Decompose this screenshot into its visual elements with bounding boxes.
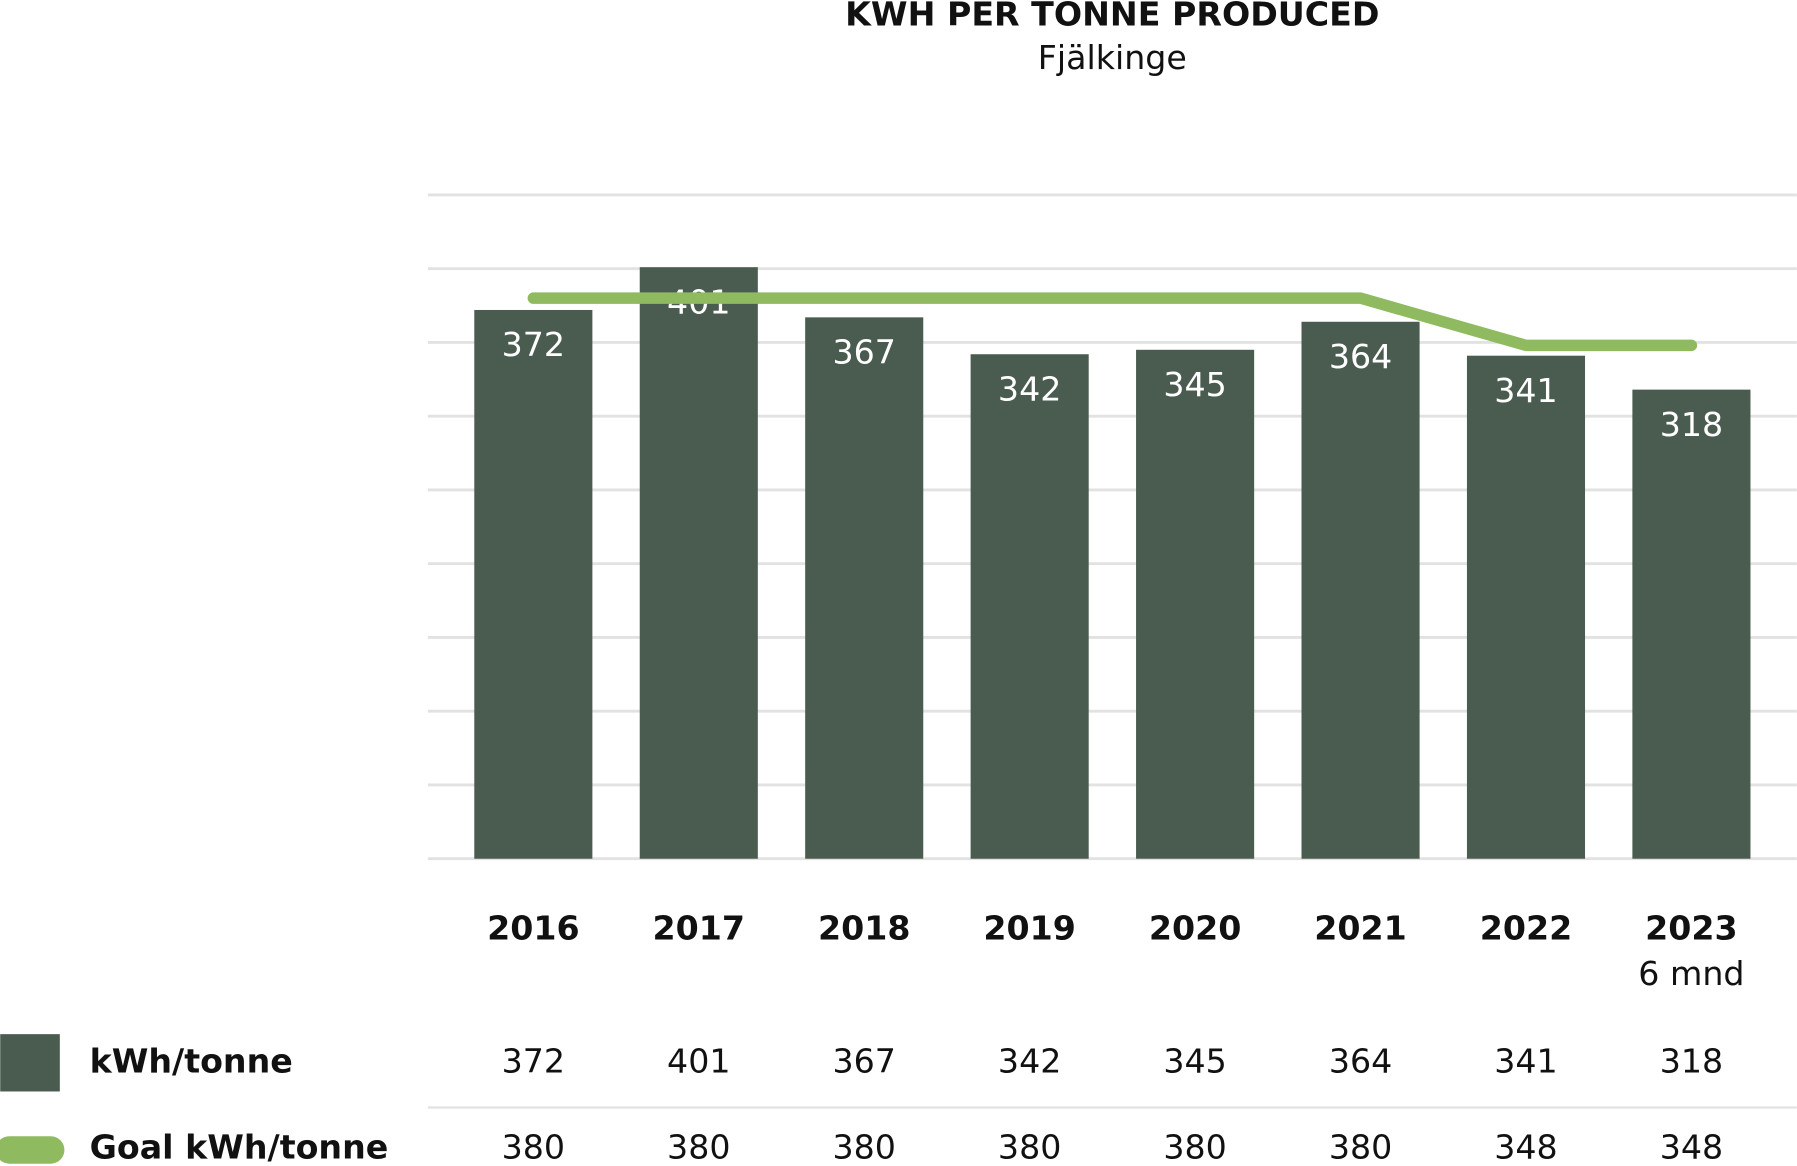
bar-value-label: 364 [1329,337,1392,376]
x-tick-label: 2018 [818,908,911,947]
table-value: 401 [667,1041,730,1080]
table-value: 348 [1494,1127,1557,1166]
bar [1466,355,1586,859]
x-tick-label: 2020 [1149,908,1242,947]
legend-label: kWh/tonne [90,1041,293,1080]
goal-line [527,292,1698,352]
table-value: 380 [667,1127,730,1166]
table-value: 380 [998,1127,1061,1166]
bar-value-label: 342 [998,369,1061,408]
table-value: 367 [833,1041,896,1080]
table-value: 380 [833,1127,896,1166]
table-value: 348 [1660,1127,1723,1166]
table-value: 380 [502,1127,565,1166]
legend-label: Goal kWh/tonne [90,1127,389,1166]
x-tick-sublabel: 6 mnd [1638,954,1744,993]
bar [1301,321,1420,859]
x-tick-label: 2023 [1645,908,1738,947]
x-tick-label: 2021 [1314,908,1407,947]
table-value: 341 [1494,1041,1557,1080]
x-tick-label: 2017 [653,908,746,947]
x-tick-label: 2019 [983,908,1076,947]
table-value: 380 [1329,1127,1392,1166]
bar [474,309,593,859]
table-value: 345 [1163,1041,1226,1080]
bar-value-label: 345 [1163,365,1226,404]
bar-value-label: 318 [1660,405,1723,444]
chart-title: KWH PER TONNE PRODUCED [845,0,1379,34]
bar-value-label: 341 [1494,371,1557,410]
bar [1136,349,1255,859]
bar [970,354,1089,859]
table-value: 380 [1163,1127,1226,1166]
chart-subtitle: Fjälkinge [1038,38,1187,77]
legend-swatch [0,1034,60,1092]
table-value: 342 [998,1041,1061,1080]
bar [805,317,924,859]
x-tick-label: 2016 [487,908,580,947]
table-value: 318 [1660,1041,1723,1080]
table-value: 372 [502,1041,565,1080]
bar [639,267,758,859]
bar-value-label: 367 [833,333,896,372]
table-value: 364 [1329,1041,1392,1080]
bar [1632,389,1751,859]
x-tick-label: 2022 [1480,908,1573,947]
bar-value-label: 372 [502,325,565,364]
